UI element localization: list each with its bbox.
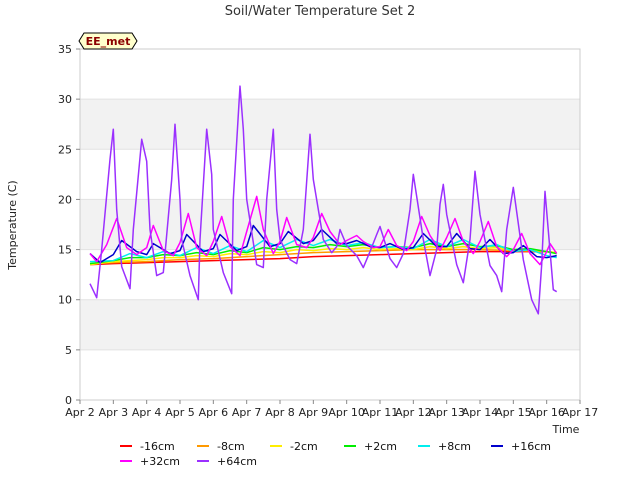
background-band <box>80 199 580 250</box>
x-tick-label: Apr 12 <box>395 406 432 419</box>
y-tick-label: 30 <box>58 93 72 106</box>
legend-label-8cm: +8cm <box>438 440 471 453</box>
station-badge: EE_met <box>78 32 138 50</box>
station-badge-label: EE_met <box>86 35 131 48</box>
y-tick-label: 5 <box>65 344 72 357</box>
legend-label-2cm: -2cm <box>290 440 318 453</box>
x-tick-label: Apr 7 <box>232 406 262 419</box>
legend-label-8cm: -8cm <box>217 440 245 453</box>
x-axis-ticks: Apr 2 Apr 3 Apr 4 Apr 5 Apr 6 Apr 7 Apr 8 Apr 9… <box>65 400 598 419</box>
x-axis-title: Time <box>552 423 580 436</box>
series-line-8cm <box>89 248 557 265</box>
x-tick-label: Apr 14 <box>462 406 499 419</box>
x-tick-label: Apr 5 <box>165 406 195 419</box>
y-tick-label: 25 <box>58 143 72 156</box>
y-tick-label: 15 <box>58 244 72 257</box>
x-tick-label: Apr 16 <box>528 406 565 419</box>
series-line-64cm <box>89 85 558 315</box>
series-line-16cm <box>89 250 557 266</box>
background-bands <box>80 99 580 350</box>
legend-label-32cm: +32cm <box>140 455 180 468</box>
x-tick-label: Apr 17 <box>562 406 599 419</box>
background-band <box>80 299 580 350</box>
x-tick-label: Apr 8 <box>265 406 295 419</box>
x-tick-label: Apr 4 <box>132 406 162 419</box>
x-tick-label: Apr 13 <box>428 406 465 419</box>
background-band <box>80 99 580 150</box>
chart-title: Soil/Water Temperature Set 2 <box>225 4 416 19</box>
x-tick-label: Apr 6 <box>199 406 229 419</box>
x-tick-label: Apr 11 <box>362 406 399 419</box>
series-layer <box>89 85 558 315</box>
legend-label-64cm: +64cm <box>217 455 257 468</box>
legend-label-16cm: +16cm <box>511 440 551 453</box>
legend-label-2cm: +2cm <box>364 440 397 453</box>
x-tick-label: Apr 15 <box>495 406 532 419</box>
y-tick-label: 35 <box>58 43 72 56</box>
x-tick-label: Apr 3 <box>99 406 129 419</box>
plot-area-frame <box>79 48 581 401</box>
x-tick-label: Apr 9 <box>299 406 329 419</box>
series-line-32cm <box>89 195 558 266</box>
legend-label-16cm: -16cm <box>140 440 175 453</box>
legend: -16cm -8cm -2cm +2cm +8cm +16cm +32cm +64cm <box>120 440 551 468</box>
y-tick-label: 20 <box>58 193 72 206</box>
y-tick-label: 0 <box>65 394 72 407</box>
y-tick-label: 10 <box>58 294 72 307</box>
x-tick-label: Apr 2 <box>65 406 95 419</box>
x-tick-label: Apr 10 <box>328 406 365 419</box>
y-axis-title: Temperature (C) <box>6 180 19 270</box>
y-axis-ticks: 0 5 10 15 20 25 30 35 <box>58 43 80 407</box>
